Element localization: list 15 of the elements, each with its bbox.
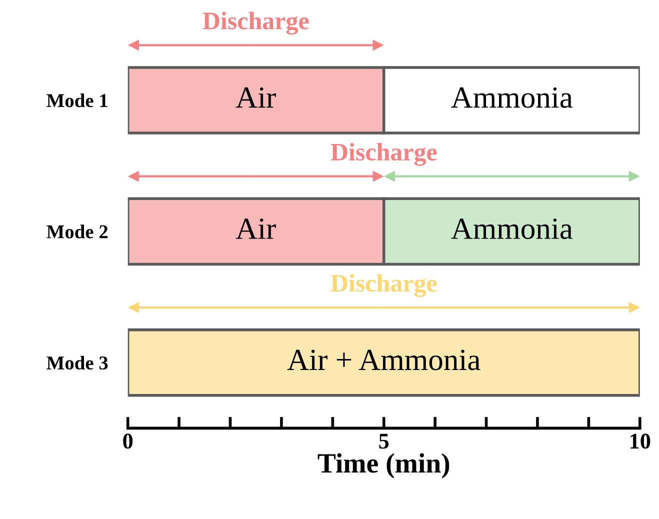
y-tick-label: Mode 1 [46,94,108,108]
x-tick-label: 0 [123,434,133,449]
series-label: Ammonia [451,218,573,240]
text: Ammonia [451,87,573,108]
series-label: Air [236,218,276,239]
annotation: Discharge [330,274,437,298]
y-tick-label: Mode 2 [46,224,108,238]
series-label: Air + Ammonia [287,350,480,370]
text: Air [236,87,276,108]
x-tick-label: 5 [379,434,389,449]
x-tick-label: 10 [630,434,650,449]
text: Discharge [202,12,309,35]
y-tick-label: Mode 3 [46,356,108,370]
x-axis-title: Time (min) [318,453,450,478]
annotation: Discharge [330,142,437,166]
